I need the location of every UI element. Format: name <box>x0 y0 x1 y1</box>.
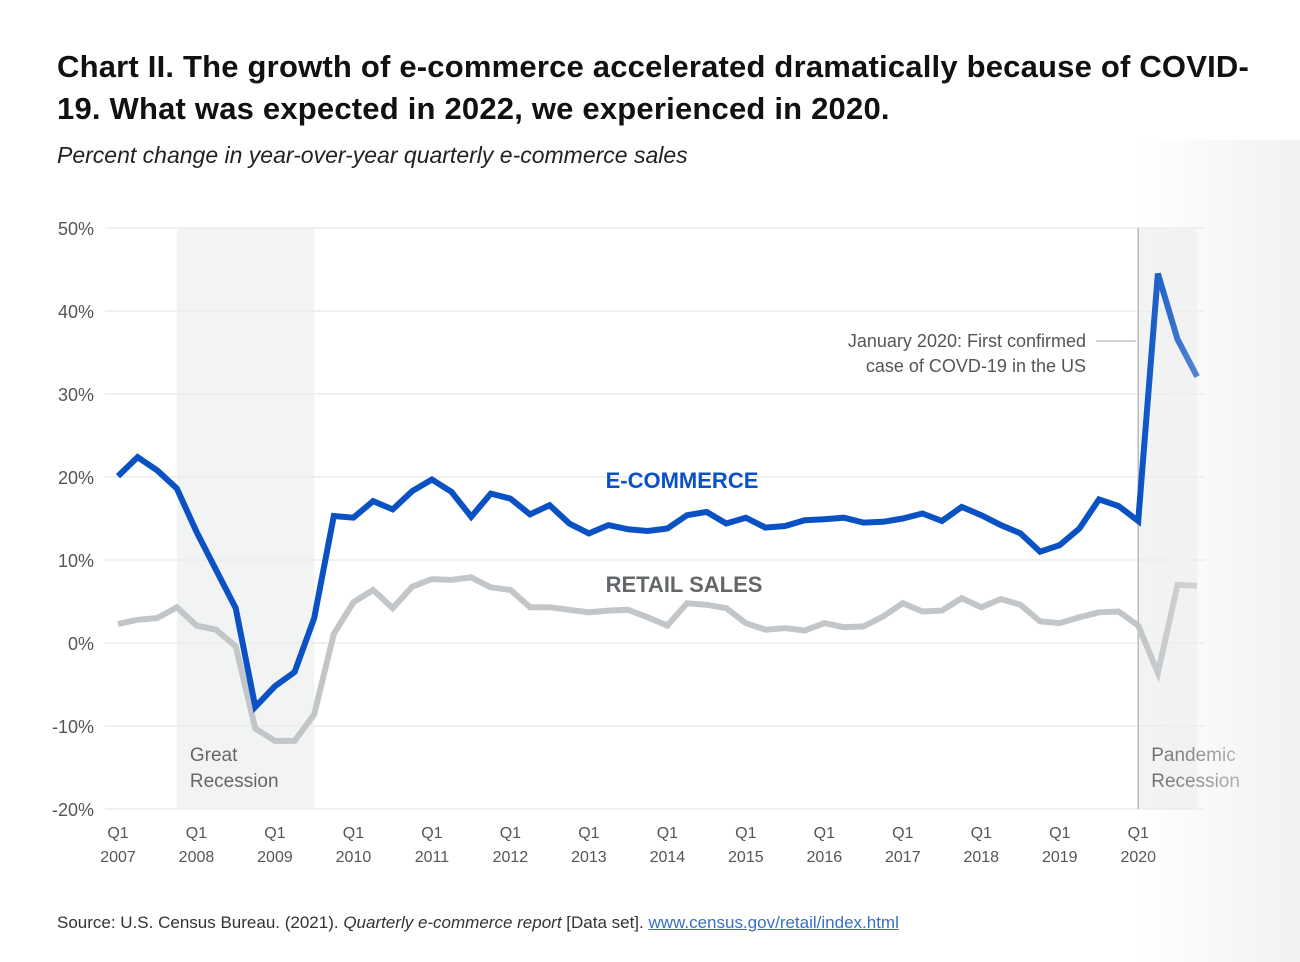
y-tick-label: -20% <box>52 800 94 820</box>
pandemic-recession-label: Pandemic <box>1151 745 1236 766</box>
line-chart: 50%40%30%20%10%0%-10%-20% Q12007Q12008Q1… <box>52 219 1240 866</box>
recession-labels: Great Recession Pandemic Recession <box>190 745 1240 792</box>
chart-title: Chart II. The growth of e-commerce accel… <box>57 49 1250 126</box>
series-lines <box>115 272 1200 744</box>
x-tick-year: 2009 <box>257 849 293 866</box>
x-tick-label: Q1 2014 <box>650 825 686 866</box>
x-tick-label: Q1 2012 <box>493 825 529 866</box>
x-tick-quarter: Q1 <box>186 825 207 842</box>
annotation-text: case of COVD-19 in the US <box>866 356 1086 376</box>
x-tick-quarter: Q1 <box>421 825 442 842</box>
source-link[interactable]: www.census.gov/retail/index.html <box>648 913 899 932</box>
gridlines <box>105 227 1205 810</box>
great-recession-label: Great <box>190 745 238 766</box>
x-tick-quarter: Q1 <box>814 825 835 842</box>
x-tick-label: Q1 2016 <box>807 825 843 866</box>
x-tick-year: 2007 <box>100 849 136 866</box>
x-tick-year: 2020 <box>1120 849 1156 866</box>
great-recession-label: Recession <box>190 771 279 792</box>
x-tick-label: Q1 2011 <box>415 825 450 866</box>
x-tick-label: Q1 2008 <box>179 825 215 866</box>
x-tick-quarter: Q1 <box>578 825 599 842</box>
x-tick-year: 2019 <box>1042 849 1078 866</box>
x-tick-label: Q1 2018 <box>963 825 999 866</box>
x-tick-label: Q1 2020 <box>1120 825 1156 866</box>
source-title: Quarterly e-commerce report <box>343 913 562 932</box>
y-tick-label: 10% <box>58 551 94 571</box>
x-tick-quarter: Q1 <box>892 825 913 842</box>
x-tick-quarter: Q1 <box>657 825 678 842</box>
x-tick-year: 2018 <box>963 849 999 866</box>
source-note: Source: U.S. Census Bureau. (2021). Quar… <box>57 913 899 933</box>
chart-subtitle: Percent change in year-over-year quarter… <box>57 142 688 168</box>
x-tick-label: Q1 2013 <box>571 825 607 866</box>
x-tick-label: Q1 2009 <box>257 825 293 866</box>
x-tick-year: 2008 <box>179 849 215 866</box>
x-tick-year: 2012 <box>493 849 529 866</box>
y-tick-label: 50% <box>58 219 94 239</box>
ecommerce-line <box>115 272 1200 714</box>
x-tick-year: 2016 <box>807 849 843 866</box>
y-tick-label: 20% <box>58 468 94 488</box>
y-tick-label: 0% <box>68 634 94 654</box>
x-tick-year: 2013 <box>571 849 607 866</box>
retail-series-label: RETAIL SALES <box>606 572 763 597</box>
great-recession-band <box>176 228 315 809</box>
x-tick-quarter: Q1 <box>1049 825 1070 842</box>
x-axis-ticks: Q1 2007 Q1 2008 Q1 2009 Q1 2010 Q1 2011 Q1 2012 Q1 20… <box>100 825 1156 866</box>
annotation-text: January 2020: First confirmed <box>848 331 1086 351</box>
y-tick-label: 30% <box>58 385 94 405</box>
source-prefix: Source: U.S. Census Bureau. (2021). <box>57 913 344 932</box>
source-suffix: [Data set]. <box>561 913 649 932</box>
x-tick-year: 2017 <box>885 849 921 866</box>
x-tick-label: Q1 2019 <box>1042 825 1078 866</box>
pandemic-recession-label: Recession <box>1151 771 1240 792</box>
x-tick-label: Q1 2017 <box>885 825 921 866</box>
x-tick-year: 2011 <box>415 849 450 866</box>
y-axis-ticks: 50% 40% 30% 20% 10% 0% -10% -20% <box>52 219 94 820</box>
retail-sales-line <box>117 574 1198 744</box>
y-tick-label: -10% <box>52 717 94 737</box>
x-tick-quarter: Q1 <box>971 825 992 842</box>
x-tick-quarter: Q1 <box>735 825 756 842</box>
x-tick-quarter: Q1 <box>107 825 128 842</box>
series-labels: E-COMMERCE RETAIL SALES <box>606 468 763 597</box>
x-tick-quarter: Q1 <box>500 825 521 842</box>
x-tick-year: 2014 <box>650 849 686 866</box>
x-tick-year: 2010 <box>336 849 372 866</box>
x-tick-quarter: Q1 <box>1128 825 1149 842</box>
x-tick-label: Q1 2007 <box>100 825 136 866</box>
x-tick-label: Q1 2010 <box>336 825 372 866</box>
x-tick-quarter: Q1 <box>264 825 285 842</box>
x-tick-year: 2015 <box>728 849 764 866</box>
x-tick-label: Q1 2015 <box>728 825 764 866</box>
x-tick-quarter: Q1 <box>343 825 364 842</box>
covid-annotation: January 2020: First confirmed case of COV… <box>848 228 1139 809</box>
y-tick-label: 40% <box>58 302 94 322</box>
ecommerce-series-label: E-COMMERCE <box>606 468 759 493</box>
